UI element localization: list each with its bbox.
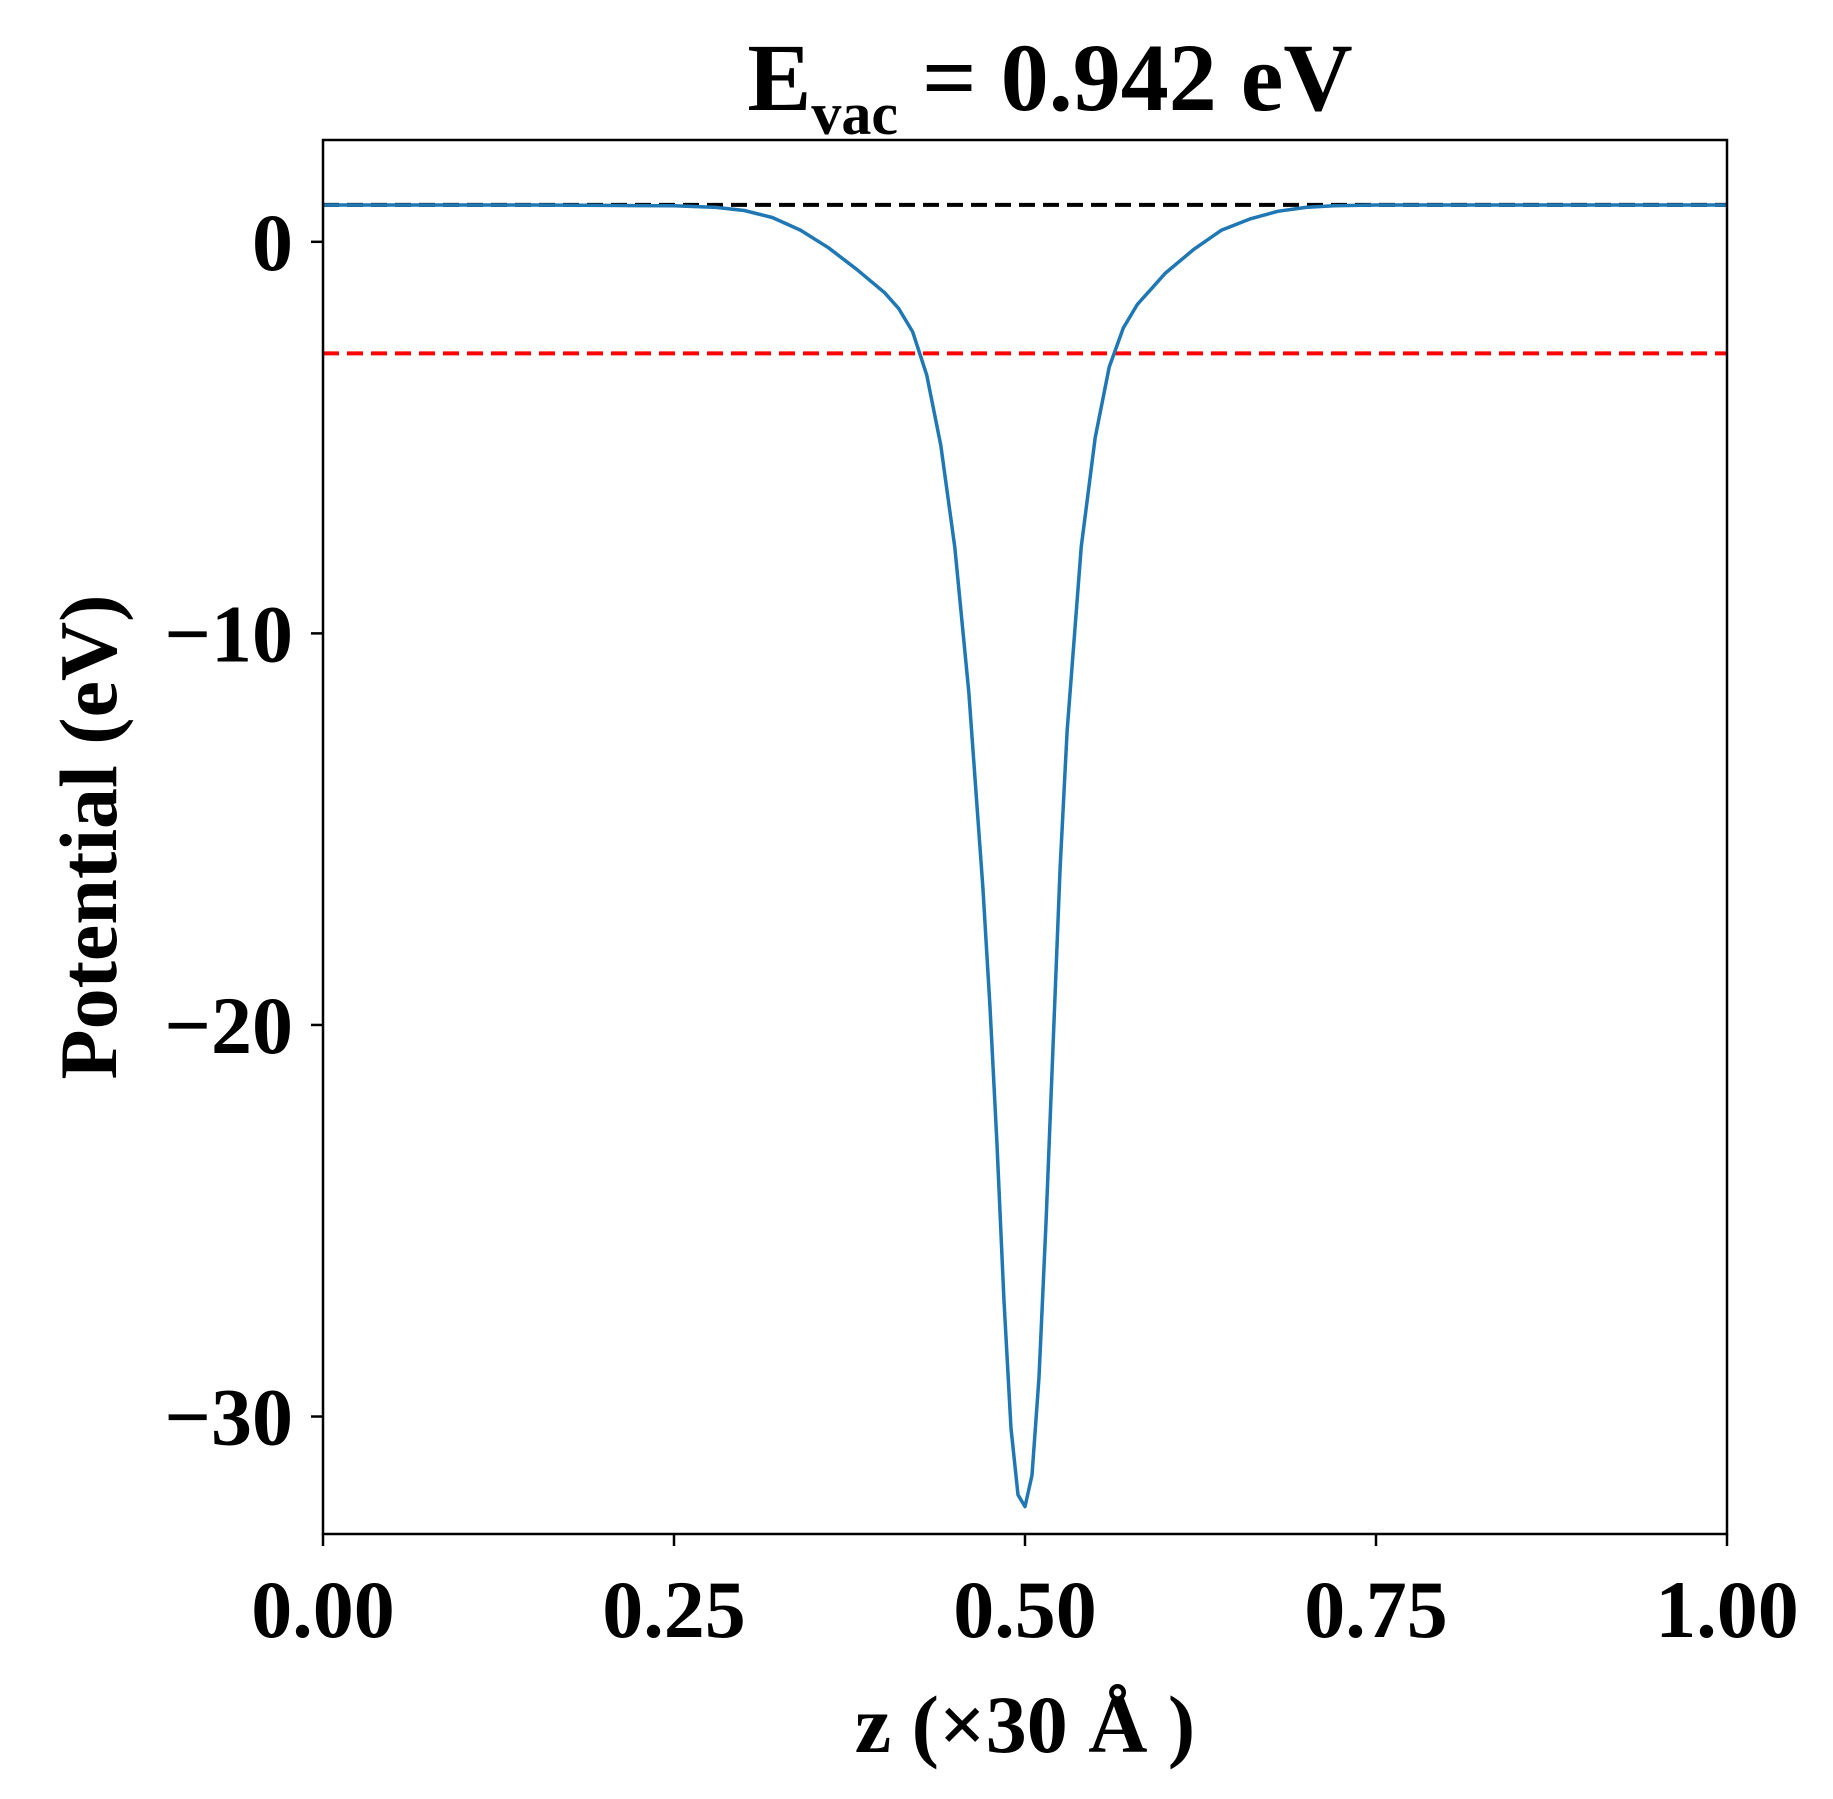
x-tick-label-2: 0.50 xyxy=(953,1564,1097,1655)
y-tick-label-1: −10 xyxy=(164,588,293,679)
x-axis-label: z (×30 Å ) xyxy=(855,1679,1195,1770)
x-tick-label-1: 0.25 xyxy=(602,1564,746,1655)
y-tick-label-2: −20 xyxy=(164,980,293,1071)
x-tick-label-4: 1.00 xyxy=(1655,1564,1799,1655)
potential-curve xyxy=(323,203,1727,1509)
y-tick-label-0: 0 xyxy=(252,197,293,288)
chart-title-main: E xyxy=(747,24,811,131)
chart-title-rest: = 0.942 eV xyxy=(898,24,1353,131)
x-tick-label-0: 0.00 xyxy=(251,1564,395,1655)
reference-lines xyxy=(323,202,1727,356)
plot-frame xyxy=(321,138,1729,1536)
y-tick-label-3: −30 xyxy=(164,1372,293,1463)
y-axis-ticks: 0 −10 −20 −30 xyxy=(164,197,323,1463)
chart-title: Evac = 0.942 eV xyxy=(747,24,1352,147)
y-axis-label: Potential (eV) xyxy=(43,595,134,1080)
chart-title-subscript: vac xyxy=(811,81,898,147)
x-tick-label-3: 0.75 xyxy=(1304,1564,1448,1655)
x-axis-ticks: 0.00 0.25 0.50 0.75 1.00 xyxy=(251,1534,1799,1655)
